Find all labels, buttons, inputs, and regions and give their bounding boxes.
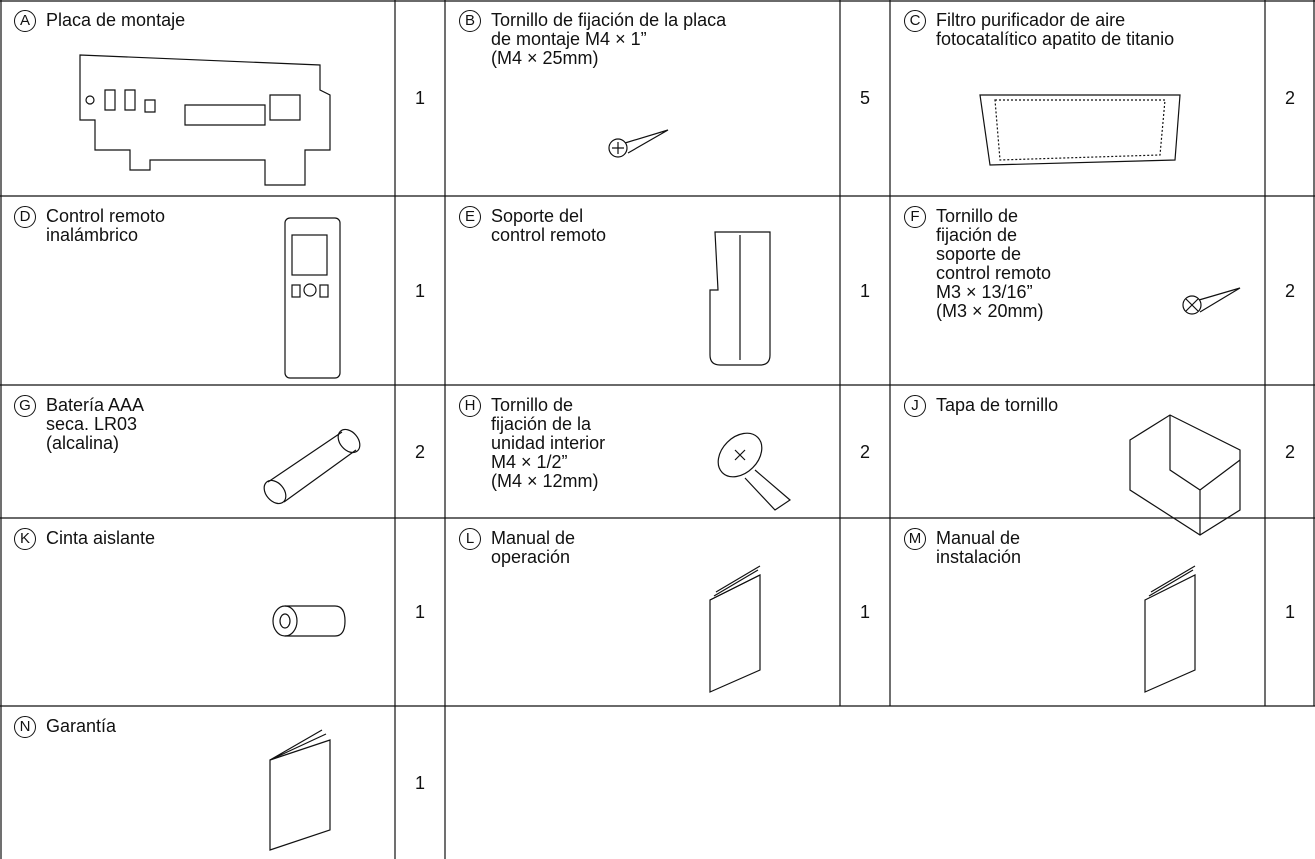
item-letter: C [904, 10, 926, 32]
item-name: Tornillo de fijación de la placa [491, 10, 727, 30]
item-letter: B [459, 10, 481, 32]
item-quantity: 2 [414, 441, 425, 462]
item-name: M3 × 13/16” [936, 282, 1033, 302]
item-name: seca. LR03 [46, 414, 138, 434]
item-name: M4 × 1/2” [491, 452, 568, 472]
item-name: Garantía [46, 716, 117, 736]
item-quantity: 1 [414, 88, 425, 108]
item-quantity: 1 [414, 772, 425, 793]
item-letter: D [14, 206, 36, 228]
item-name: (M4 × 25mm) [491, 48, 599, 68]
item-letter: K [14, 528, 36, 550]
item-letter: N [14, 716, 36, 738]
item-name: Tornillo de [491, 395, 574, 415]
item-name: operación [491, 547, 571, 567]
item-name: Manual de [936, 528, 1021, 548]
item-name: Control remoto [46, 206, 166, 226]
item-name: Cinta aislante [46, 528, 156, 548]
item-name: (alcalina) [46, 433, 120, 453]
item-name: fijación de [936, 225, 1018, 245]
item-name: (M3 × 20mm) [936, 301, 1044, 321]
item-name: unidad interior [491, 433, 606, 453]
item-name: Filtro purificador de aire [936, 10, 1126, 30]
item-name: inalámbrico [46, 225, 139, 245]
item-quantity: 1 [1284, 602, 1295, 622]
item-quantity: 1 [859, 280, 870, 301]
item-name: fotocatalítico apatito de titanio [936, 29, 1175, 49]
item-name: de montaje M4 × 1” [491, 29, 647, 49]
item-quantity: 2 [859, 441, 870, 462]
item-name: Soporte del [491, 206, 584, 226]
item-name: soporte de [936, 244, 1022, 264]
item-quantity: 2 [1284, 88, 1295, 108]
item-name: control remoto [936, 263, 1052, 283]
item-quantity: 5 [859, 88, 870, 108]
item-name: fijación de la [491, 414, 592, 434]
item-name: Tornillo de [936, 206, 1019, 226]
item-letter: F [904, 206, 926, 228]
item-name: Tapa de tornillo [936, 395, 1059, 415]
item-letter: J [904, 395, 926, 417]
item-name: Placa de montaje [46, 10, 186, 30]
item-quantity: 1 [859, 602, 870, 622]
item-letter: H [459, 395, 481, 417]
item-quantity: 1 [414, 280, 425, 301]
item-letter: A [14, 10, 36, 32]
item-letter: M [904, 528, 926, 550]
item-name: control remoto [491, 225, 607, 245]
item-quantity: 2 [1284, 280, 1295, 301]
item-name: instalación [936, 547, 1022, 567]
item-name: Manual de [491, 528, 576, 548]
item-letter: E [459, 206, 481, 228]
item-letter: G [14, 395, 36, 417]
item-letter: L [459, 528, 481, 550]
item-quantity: 1 [414, 602, 425, 622]
item-quantity: 2 [1284, 441, 1295, 462]
item-name: (M4 × 12mm) [491, 471, 599, 491]
item-name: Batería AAA [46, 395, 145, 415]
